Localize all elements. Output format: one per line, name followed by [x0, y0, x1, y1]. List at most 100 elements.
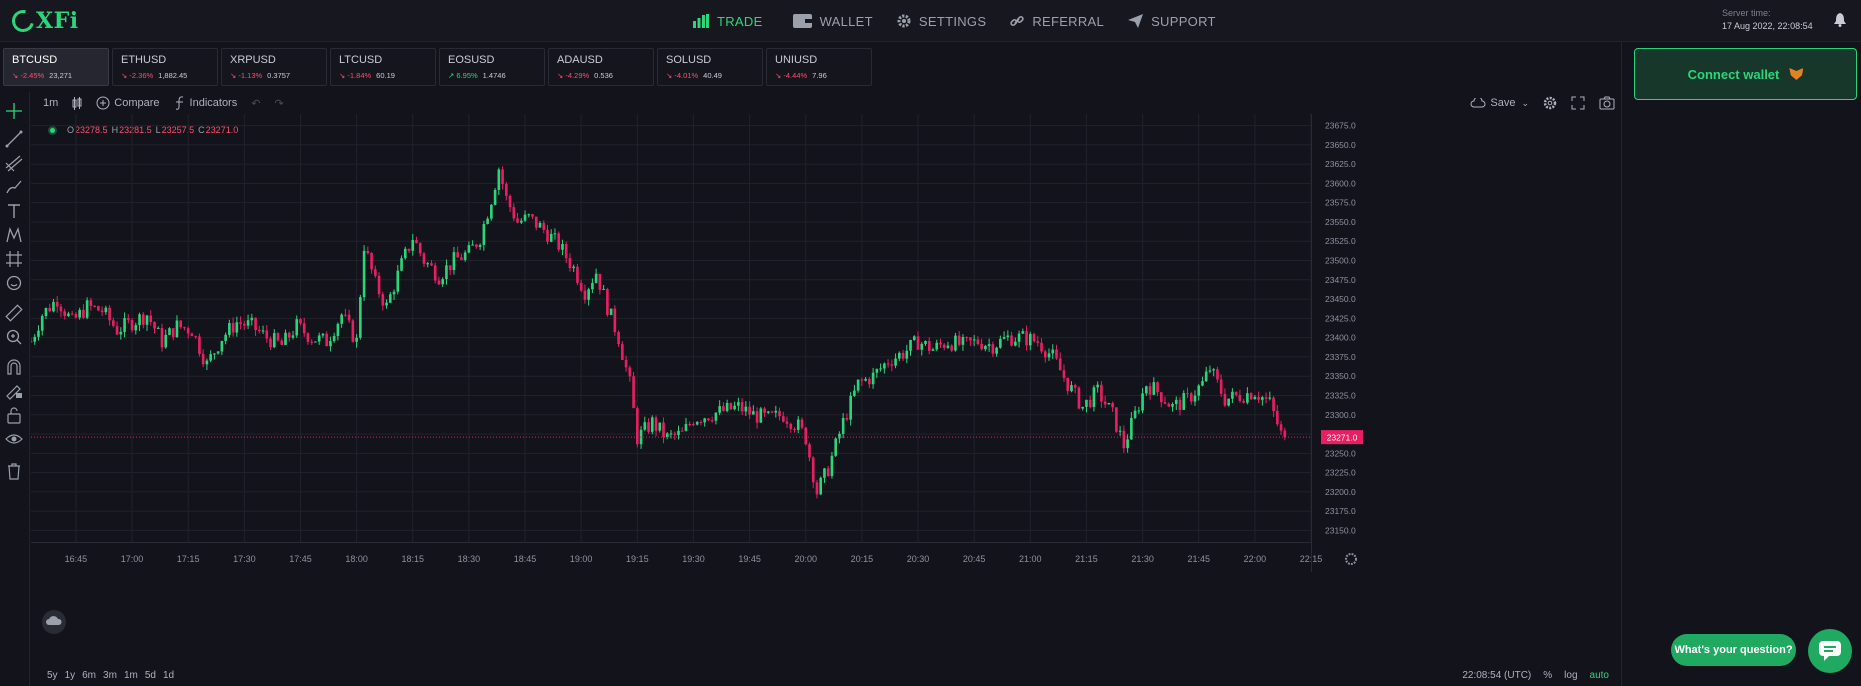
- candle-body: [1163, 402, 1167, 404]
- prediction-icon[interactable]: [5, 250, 23, 268]
- x-tick-label: 18:00: [345, 554, 368, 564]
- timeframe-1d[interactable]: 1d: [162, 669, 175, 681]
- candle-body: [134, 325, 138, 331]
- undo-icon[interactable]: ↶: [251, 97, 261, 110]
- candle-body: [703, 418, 706, 423]
- candle-type-icon[interactable]: [72, 96, 82, 110]
- emoji-icon[interactable]: [5, 274, 23, 292]
- screenshot-icon[interactable]: [1599, 96, 1615, 110]
- candle-body: [239, 322, 242, 324]
- indicators-button[interactable]: Indicators: [174, 96, 237, 110]
- candle-body: [972, 339, 976, 341]
- fib-tool-icon[interactable]: [5, 154, 23, 172]
- connect-wallet-button[interactable]: Connect wallet: [1634, 48, 1857, 100]
- nav-trade[interactable]: TRADE: [693, 14, 763, 29]
- candle-body: [1189, 393, 1193, 402]
- timeframe-6m[interactable]: 6m: [82, 669, 97, 681]
- x-tick-label: 19:30: [682, 554, 705, 564]
- nav-support[interactable]: SUPPORT: [1128, 14, 1216, 29]
- timeframe-1y[interactable]: 1y: [64, 669, 76, 681]
- pair-tab-uniusd[interactable]: UNIUSD ↘ -4.44% 7.96: [766, 48, 872, 86]
- pairs-bar: BTCUSD ↘ -2.45% 23,271 ETHUSD ↘ -2.36% 1,882.…: [0, 48, 872, 88]
- candle-body: [445, 265, 448, 280]
- nav-settings[interactable]: SETTINGS: [897, 14, 986, 29]
- pair-price: 23,271: [49, 71, 73, 80]
- lock-drawing-icon[interactable]: [5, 382, 23, 400]
- zoom-in-icon[interactable]: [5, 328, 23, 346]
- pair-tab-btcusd[interactable]: BTCUSD ↘ -2.45% 23,271: [3, 48, 109, 86]
- candle-body: [1115, 407, 1118, 432]
- x-tick-label: 21:15: [1075, 554, 1098, 564]
- price-chart[interactable]: 23150.023175.023200.023225.023250.023275…: [31, 114, 1621, 664]
- candle-body: [512, 207, 516, 219]
- candle-body: [67, 313, 70, 316]
- x-tick-label: 19:00: [570, 554, 593, 564]
- axis-settings-icon[interactable]: [1345, 553, 1357, 565]
- candle-body: [1167, 403, 1171, 407]
- ruler-icon[interactable]: [5, 304, 23, 322]
- eye-icon[interactable]: [5, 430, 23, 448]
- candle-body: [740, 402, 744, 412]
- pair-tab-solusd[interactable]: SOLUSD ↘ -4.01% 40.49: [657, 48, 763, 86]
- trash-icon[interactable]: [5, 462, 23, 480]
- candle-body: [44, 307, 48, 317]
- trend-line-icon[interactable]: [5, 130, 23, 148]
- candle-body: [830, 455, 834, 477]
- save-button[interactable]: Save ⌄: [1470, 96, 1529, 110]
- candle-body: [733, 405, 736, 410]
- x-tick-label: 17:00: [121, 554, 144, 564]
- percent-toggle[interactable]: %: [1543, 669, 1553, 681]
- chart-toolbar: 1m Compare Indicators ↶ ↷ Save ⌄: [31, 92, 1621, 114]
- log-toggle[interactable]: log: [1564, 669, 1578, 681]
- pair-tab-eosusd[interactable]: EOSUSD ↗ 6.95% 1.4746: [439, 48, 545, 86]
- candle-body: [722, 406, 725, 411]
- fullscreen-icon[interactable]: [1571, 96, 1585, 110]
- pattern-icon[interactable]: [5, 226, 23, 244]
- candle-body: [40, 316, 44, 331]
- candle-body: [287, 332, 291, 338]
- brush-icon[interactable]: [5, 178, 23, 196]
- timeframe-1m[interactable]: 1m: [123, 669, 138, 681]
- candle-body: [995, 347, 998, 354]
- pair-price: 1,882.45: [158, 71, 188, 80]
- y-tick-label: 23425.0: [1325, 313, 1356, 323]
- candle-body: [606, 288, 609, 315]
- candle-body: [624, 359, 628, 368]
- cloud-sync-icon[interactable]: [42, 610, 66, 634]
- xfi-logo[interactable]: XFi: [7, 5, 79, 37]
- redo-icon[interactable]: ↷: [274, 97, 284, 110]
- candle-body: [198, 336, 201, 354]
- candle-body: [235, 322, 239, 333]
- candle-body: [344, 314, 347, 316]
- question-button[interactable]: What's your question?: [1671, 634, 1796, 666]
- candle-body: [527, 214, 531, 216]
- pair-tab-ethusd[interactable]: ETHUSD ↘ -2.36% 1,882.45: [112, 48, 218, 86]
- pair-tab-adausd[interactable]: ADAUSD ↘ -4.29% 0.536: [548, 48, 654, 86]
- nav-wallet[interactable]: WALLET: [792, 14, 873, 29]
- chart-settings-icon[interactable]: [1543, 96, 1557, 110]
- pair-tab-xrpusd[interactable]: XRPUSD ↘ -1.13% 0.3757: [221, 48, 327, 86]
- nav-referral[interactable]: REFERRAL: [1010, 14, 1104, 29]
- candle-body: [381, 294, 385, 306]
- arrow-down-icon: ↘: [666, 71, 673, 80]
- x-tick-label: 18:30: [458, 554, 481, 564]
- pair-tab-ltcusd[interactable]: LTCUSD ↘ -1.84% 60.19: [330, 48, 436, 86]
- timeframe-5y[interactable]: 5y: [47, 669, 58, 681]
- bell-icon[interactable]: [1834, 13, 1846, 27]
- crosshair-icon[interactable]: [5, 102, 23, 120]
- candle-body: [1272, 397, 1275, 411]
- candle-body: [737, 402, 740, 406]
- magnet-icon[interactable]: [5, 358, 23, 376]
- candle-body: [579, 282, 583, 291]
- auto-toggle[interactable]: auto: [1589, 669, 1609, 681]
- compare-button[interactable]: Compare: [96, 96, 160, 110]
- timeframe-5d[interactable]: 5d: [144, 669, 156, 681]
- text-icon[interactable]: [5, 202, 23, 220]
- interval-selector[interactable]: 1m: [43, 97, 59, 109]
- lock-icon[interactable]: [5, 406, 23, 424]
- candle-body: [1073, 385, 1077, 388]
- timeframe-3m[interactable]: 3m: [103, 669, 117, 681]
- candle-body: [1264, 397, 1268, 399]
- candle-body: [886, 363, 890, 365]
- chat-button[interactable]: [1808, 629, 1852, 673]
